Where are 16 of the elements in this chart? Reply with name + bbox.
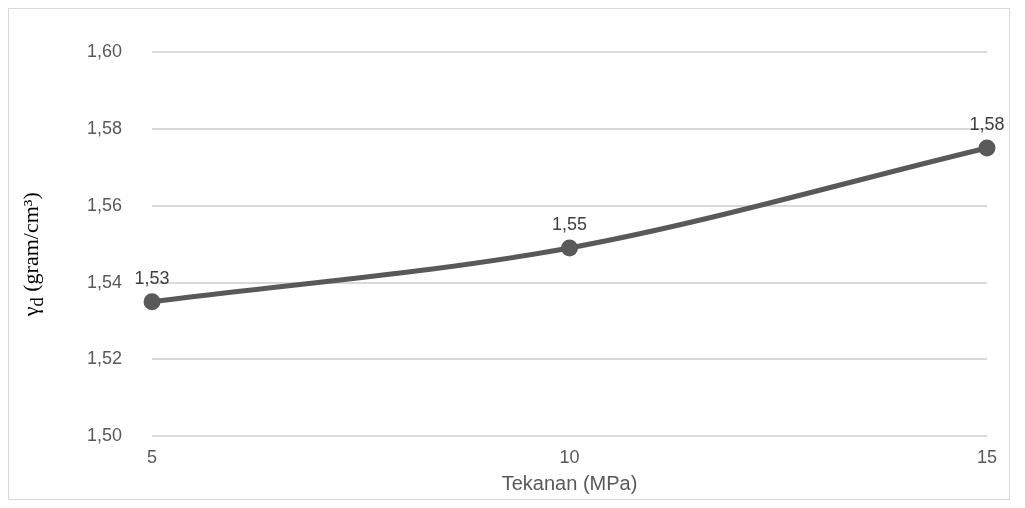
point (143, 293, 161, 311)
y-tick-label: 1,60 (86, 40, 123, 61)
y-tick-label: 1,52 (86, 348, 123, 369)
data-label: 1,55 (551, 213, 588, 234)
x-tick-label: 5 (147, 447, 158, 468)
x-tick-label: 10 (559, 447, 580, 468)
y-tick-label: 1,58 (86, 117, 123, 138)
x-tick-label: 15 (976, 447, 998, 468)
point (561, 239, 579, 257)
data-label: 1,58 (969, 113, 1005, 134)
y-tick-label: 1,54 (86, 271, 123, 292)
x-axis-title: Tekanan (MPa) (501, 471, 638, 494)
y-tick-label: 1,50 (86, 425, 123, 446)
data-label: 1,53 (134, 267, 170, 288)
point (978, 139, 996, 157)
y-tick-label: 1,56 (86, 194, 123, 215)
